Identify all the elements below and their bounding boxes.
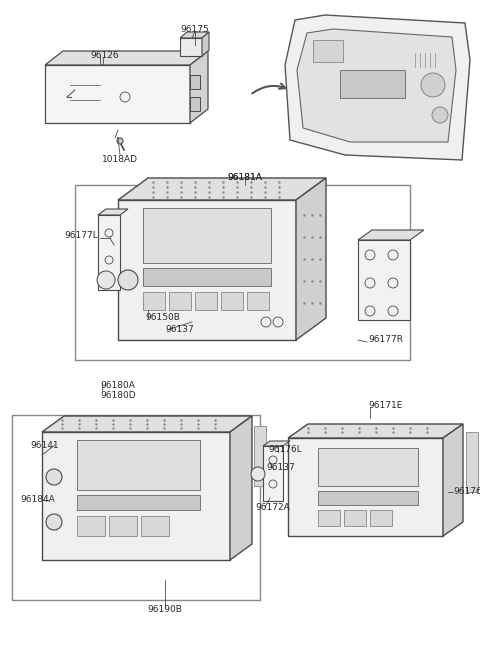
Polygon shape [45,51,208,65]
Bar [98,215,120,290]
Text: 96176R: 96176R [453,487,480,496]
Circle shape [46,514,62,530]
Polygon shape [190,51,208,123]
Bar [190,75,200,89]
Bar [370,510,392,526]
Bar [190,97,200,111]
Bar [143,208,271,263]
Text: 1018AD: 1018AD [102,155,138,164]
Bar [143,292,165,310]
Text: 96126: 96126 [90,50,119,60]
Bar [77,440,200,490]
Polygon shape [358,230,424,240]
Polygon shape [288,424,463,438]
Polygon shape [263,441,290,446]
Bar [318,491,418,505]
Polygon shape [285,15,470,160]
Circle shape [251,467,265,481]
Circle shape [97,271,115,289]
Bar [340,70,405,98]
Circle shape [117,138,123,144]
Bar [75,185,410,360]
Bar [143,268,271,286]
Bar [318,448,418,486]
Bar [288,438,443,536]
Text: 96177L: 96177L [64,231,98,240]
Polygon shape [118,178,326,200]
Text: 96184A: 96184A [20,495,55,504]
Bar [42,432,230,560]
Text: 96190B: 96190B [147,605,182,614]
Bar [45,65,190,123]
Circle shape [421,73,445,97]
Bar [318,510,340,526]
Text: 96150B: 96150B [145,314,180,322]
Text: 96181A: 96181A [228,174,263,183]
Bar [77,516,105,536]
Bar [344,510,366,526]
Polygon shape [296,178,326,340]
Text: 96171E: 96171E [368,400,402,409]
Bar [466,432,478,492]
Bar [195,292,217,310]
Text: 96181A: 96181A [228,174,263,183]
Circle shape [46,469,62,485]
Text: 96180A: 96180A [100,381,135,390]
Text: 96177R: 96177R [368,335,403,345]
Bar [109,516,137,536]
Bar [263,446,283,501]
Text: 96180D: 96180D [100,390,136,400]
Text: 96141: 96141 [30,441,59,449]
Bar [118,200,296,340]
Polygon shape [297,29,456,142]
Bar [180,38,202,56]
Circle shape [118,270,138,290]
Polygon shape [42,416,252,432]
Text: 96172A: 96172A [255,504,290,512]
Bar [254,426,266,486]
Circle shape [432,107,448,123]
Polygon shape [202,32,209,56]
Bar [141,516,169,536]
Text: 96137: 96137 [266,464,295,472]
Text: 96137: 96137 [165,326,194,335]
Polygon shape [443,424,463,536]
Polygon shape [98,209,128,215]
Bar [221,292,243,310]
Bar [247,292,269,310]
Bar [77,495,200,510]
Bar [358,240,410,320]
Text: 96176L: 96176L [268,445,302,455]
Bar [12,415,260,600]
Bar [169,292,191,310]
Polygon shape [230,416,252,560]
Text: 96175: 96175 [180,26,209,35]
Polygon shape [180,32,209,38]
Bar [313,40,343,62]
